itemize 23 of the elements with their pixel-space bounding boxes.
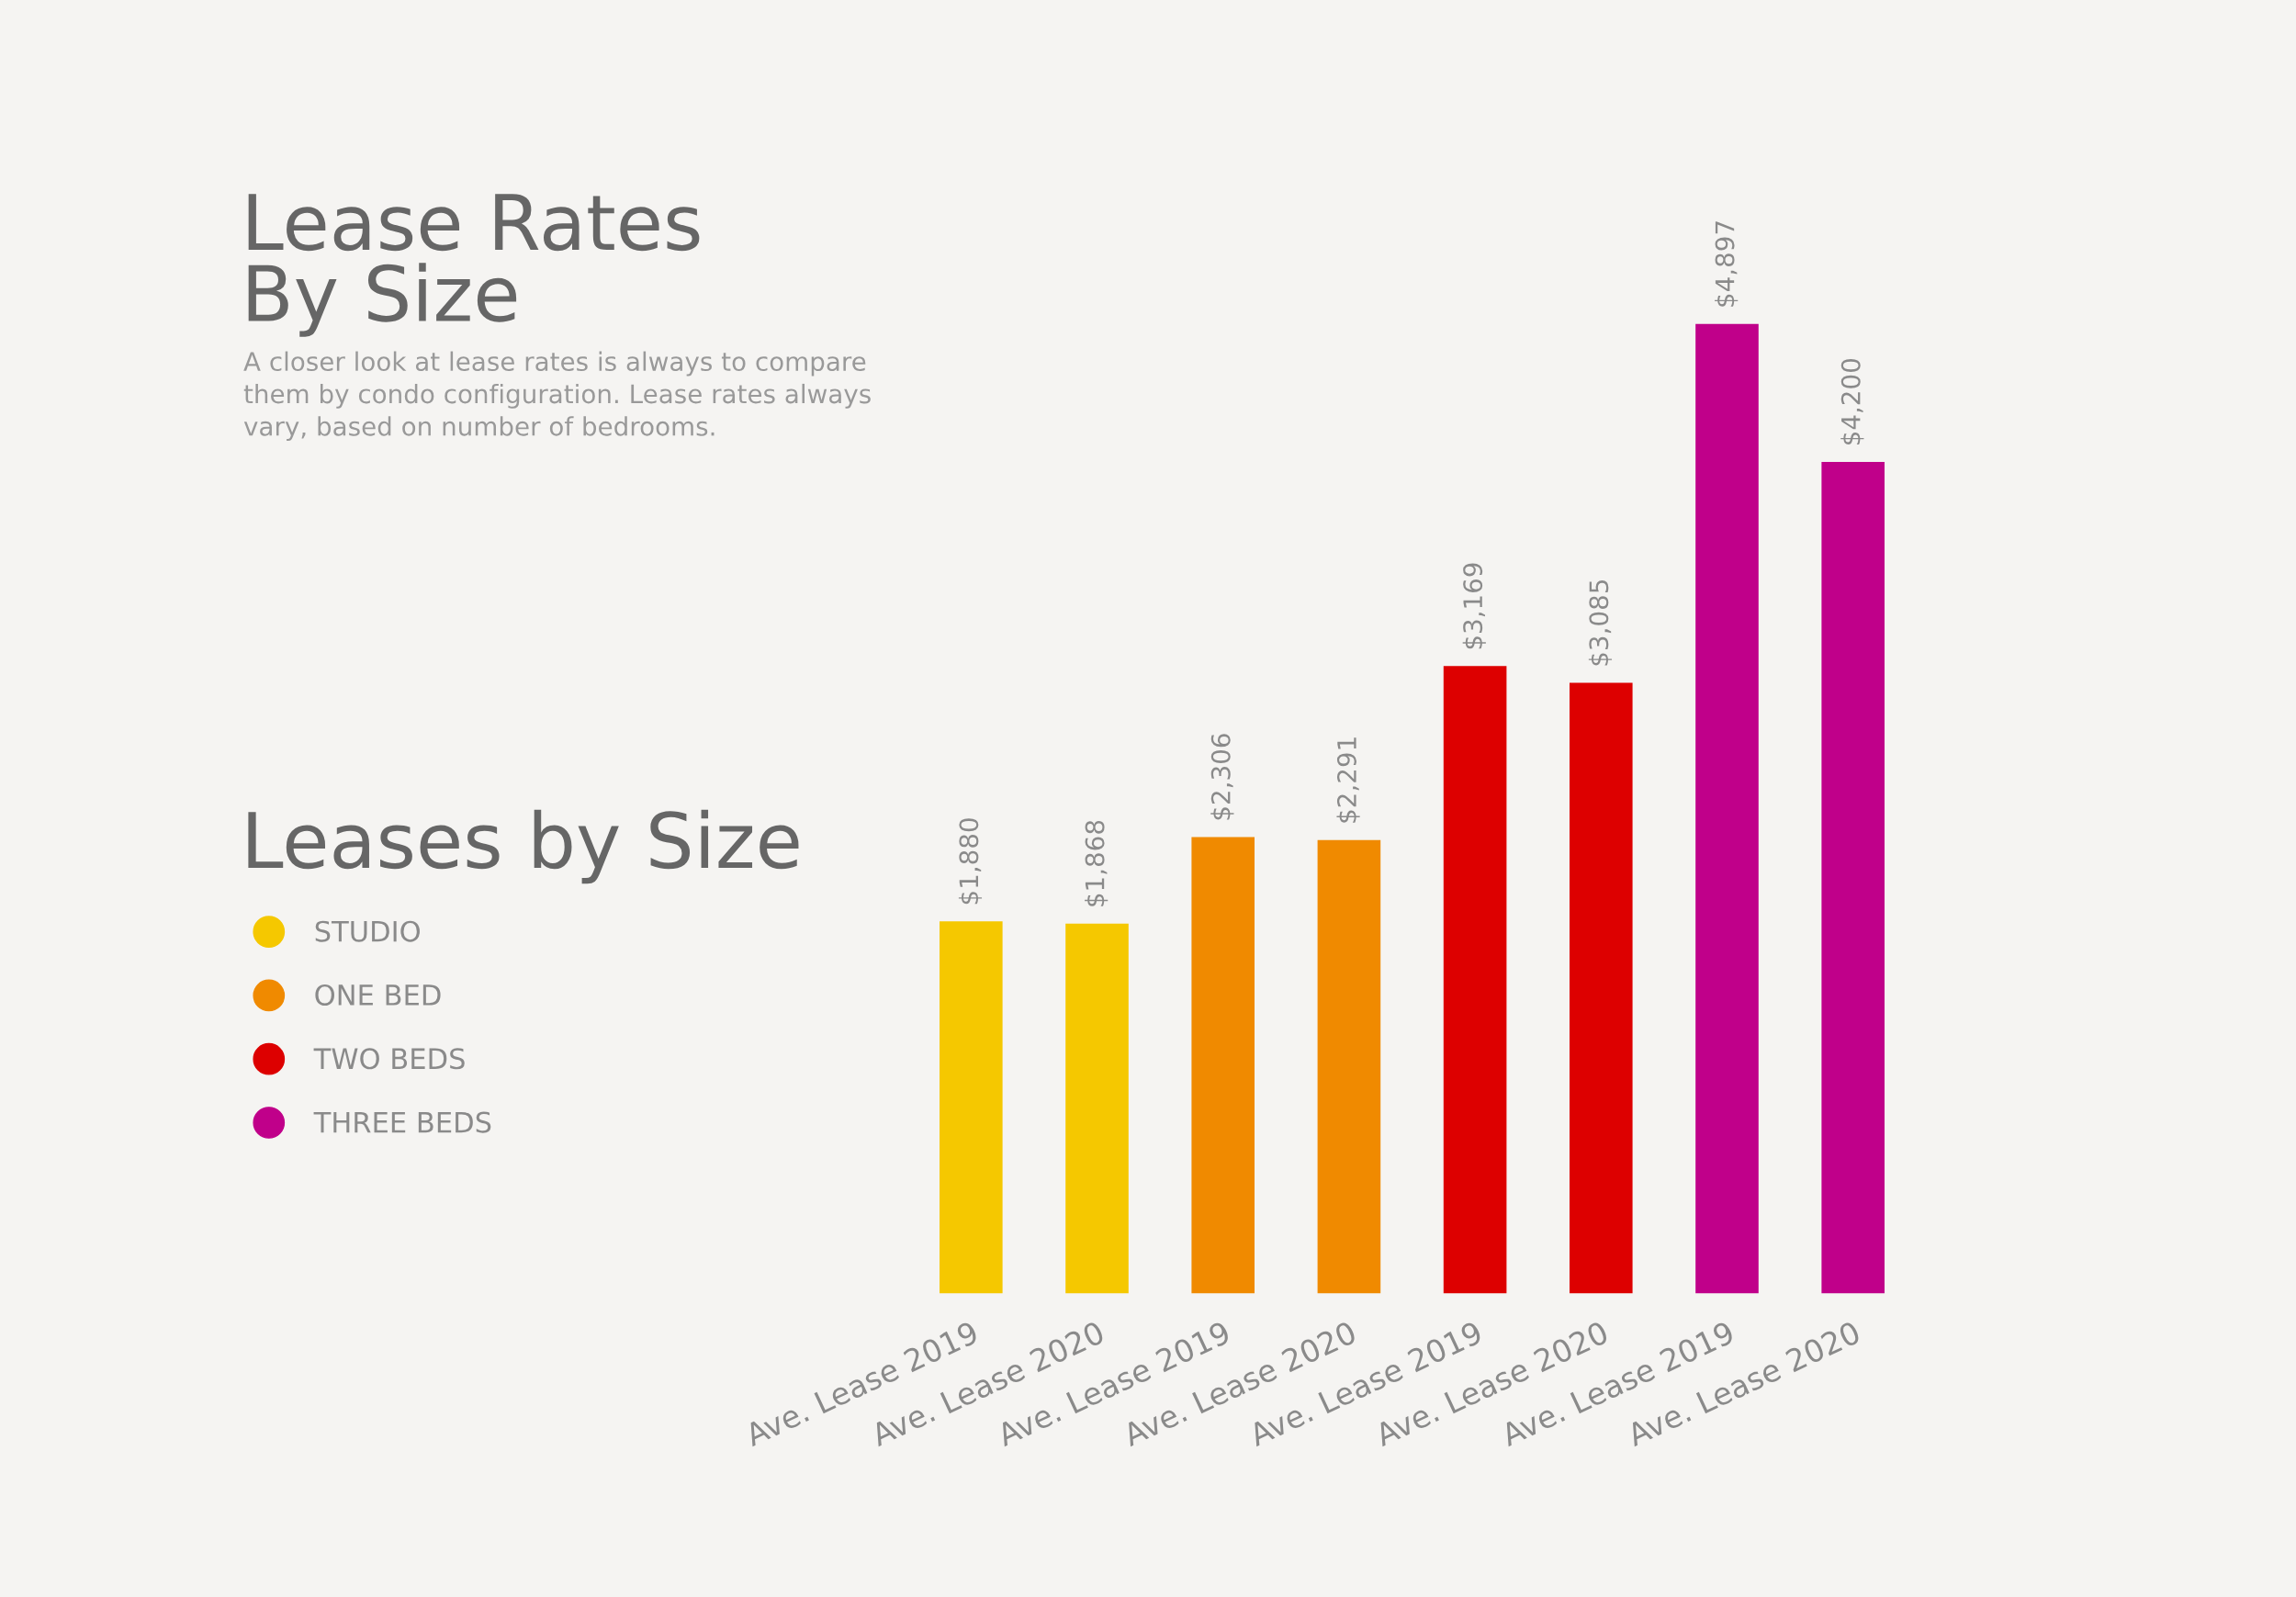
data-label: $2,291	[1336, 737, 1360, 823]
bar	[1443, 666, 1507, 1294]
legend-label: THREE BEDS	[313, 1111, 491, 1133]
data-label: $4,200	[1840, 359, 1864, 445]
data-label: $1,868	[1085, 820, 1109, 906]
data-label: $4,897	[1715, 221, 1739, 307]
data-label: $3,085	[1588, 580, 1613, 666]
chart-title: Lease Rates By Size	[248, 194, 700, 337]
data-label: $1,880	[958, 818, 983, 905]
bar	[1821, 462, 1885, 1294]
legend-label: ONE BED	[315, 984, 441, 1007]
legend-title: Leases by Size	[248, 809, 799, 884]
text: A closer look at lease rates is always to compare them by condo configuration. Lease rates always vary, based on number of bedrooms.	[243, 351, 871, 442]
bar	[1317, 839, 1381, 1294]
data-label: $3,169	[1462, 563, 1486, 649]
legend-label: TWO BEDS	[313, 1048, 465, 1070]
legend-label: STUDIO	[315, 920, 420, 942]
bar	[1065, 923, 1129, 1294]
bar	[1191, 837, 1255, 1294]
bar	[1569, 682, 1633, 1294]
data-label: $2,306	[1210, 734, 1234, 820]
bar	[1695, 323, 1759, 1294]
bar	[940, 921, 1003, 1294]
